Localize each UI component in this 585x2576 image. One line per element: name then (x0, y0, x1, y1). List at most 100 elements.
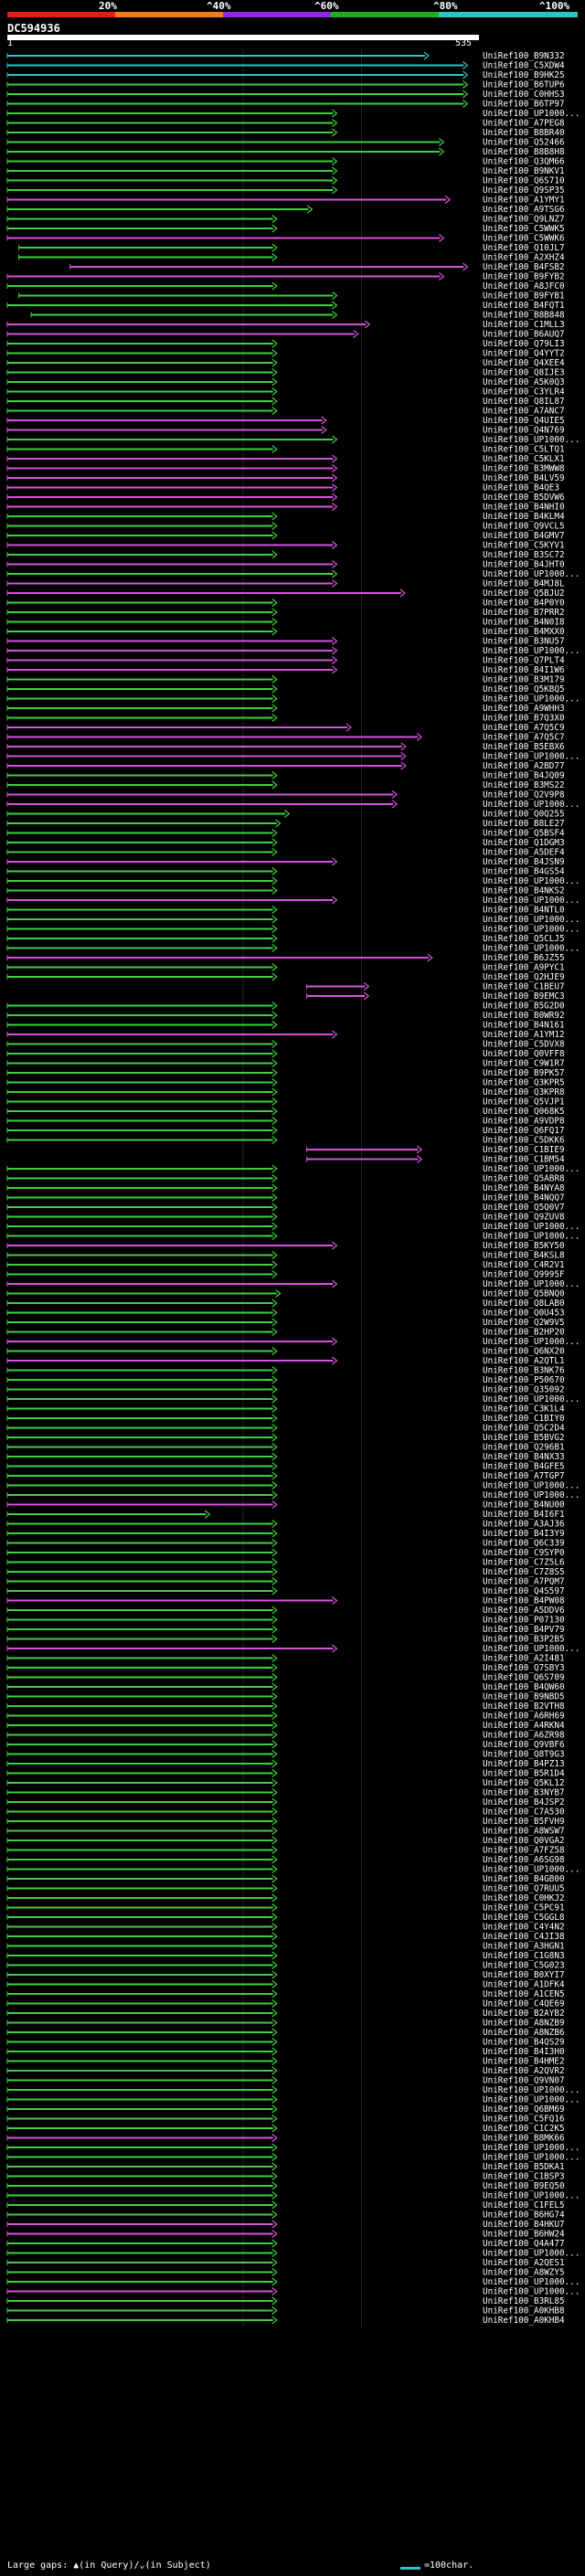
hit-row[interactable]: UniRef100_Q5BJU2 (6, 588, 565, 599)
hit-label[interactable]: UniRef100_B4I3Y9 (483, 1529, 565, 1539)
hit-label[interactable]: UniRef100_Q9VBF6 (483, 1740, 565, 1750)
hit-row[interactable]: UniRef100_B4NU00 (6, 1500, 565, 1511)
hit-label[interactable]: UniRef100_Q1DGM3 (483, 838, 565, 848)
hit-label[interactable]: UniRef100_B4GS54 (483, 867, 565, 877)
hit-row[interactable]: UniRef100_A2BD77 (6, 761, 565, 771)
hit-label[interactable]: UniRef100_B4GFE5 (483, 1462, 565, 1472)
hit-row[interactable]: UniRef100_A3AJ36 (6, 1520, 565, 1530)
hit-row[interactable]: UniRef100_B5KY50 (6, 1241, 565, 1251)
hit-row[interactable]: UniRef100_UP1000... (6, 2085, 580, 2095)
hit-label[interactable]: UniRef100_A8NZB6 (483, 2028, 565, 2038)
hit-label[interactable]: UniRef100_C9SYP0 (483, 1548, 565, 1558)
hit-row[interactable]: UniRef100_C1BSP3 (6, 2172, 565, 2182)
hit-label[interactable]: UniRef100_B6JZ55 (483, 953, 565, 963)
hit-label[interactable]: UniRef100_C5GGL8 (483, 1913, 565, 1923)
hit-label[interactable]: UniRef100_B4JQ09 (483, 771, 565, 781)
hit-row[interactable]: UniRef100_B9N332 (6, 51, 565, 61)
hit-row[interactable]: UniRef100_B3RL85 (6, 2296, 565, 2306)
hit-row[interactable]: UniRef100_UP1000... (6, 1865, 580, 1875)
hit-row[interactable]: UniRef100_B0XYI7 (6, 1970, 565, 1980)
hit-label[interactable]: UniRef100_Q35092 (483, 1385, 565, 1395)
hit-row[interactable]: UniRef100_Q3QM66 (6, 157, 565, 167)
hit-label[interactable]: UniRef100_C5DVX8 (483, 1040, 565, 1050)
hit-label[interactable]: UniRef100_A2QTL1 (483, 1356, 565, 1366)
hit-row[interactable]: UniRef100_C4Y4N2 (6, 1923, 565, 1933)
hit-row[interactable]: UniRef100_A5DDV6 (6, 1606, 565, 1616)
hit-row[interactable]: UniRef100_UP1000... (6, 2277, 580, 2287)
hit-label[interactable]: UniRef100_UP1000... (483, 1232, 580, 1242)
hit-label[interactable]: UniRef100_C5KYV1 (483, 541, 565, 551)
hit-row[interactable]: UniRef100_Q5C2D4 (6, 1424, 565, 1434)
hit-label[interactable]: UniRef100_UP1000... (483, 876, 580, 886)
hit-row[interactable]: UniRef100_C5DVX8 (6, 1040, 565, 1050)
hit-row[interactable]: UniRef100_Q8IL87 (6, 397, 565, 407)
hit-row[interactable]: UniRef100_B8BR40 (6, 128, 565, 138)
hit-label[interactable]: UniRef100_C5DKK6 (483, 1136, 565, 1146)
hit-row[interactable]: UniRef100_UP1000... (6, 1490, 580, 1500)
hit-label[interactable]: UniRef100_B3P2B5 (483, 1635, 565, 1645)
hit-label[interactable]: UniRef100_B5G2D0 (483, 1002, 565, 1012)
hit-label[interactable]: UniRef100_B5BVG2 (483, 1433, 565, 1443)
hit-row[interactable]: UniRef100_B3SC72 (6, 550, 565, 560)
hit-label[interactable]: UniRef100_UP1000... (483, 752, 580, 762)
hit-label[interactable]: UniRef100_Q6C339 (483, 1539, 565, 1549)
hit-label[interactable]: UniRef100_B4NTL0 (483, 906, 565, 916)
hit-row[interactable]: UniRef100_B8B848 (30, 311, 565, 321)
hit-row[interactable]: UniRef100_Q5ABR8 (6, 1174, 565, 1184)
hit-row[interactable]: UniRef100_C5GGL8 (6, 1913, 565, 1923)
hit-label[interactable]: UniRef100_A3HGN1 (483, 1942, 565, 1952)
hit-row[interactable]: UniRef100_B9FYB2 (6, 272, 565, 282)
hit-row[interactable]: UniRef100_A5DEF4 (6, 848, 565, 858)
hit-label[interactable]: UniRef100_A0KHB4 (483, 2316, 565, 2326)
hit-label[interactable]: UniRef100_A5DDV6 (483, 1606, 565, 1616)
hit-label[interactable]: UniRef100_UP1000... (483, 2153, 580, 2163)
hit-label[interactable]: UniRef100_B4NHI0 (483, 503, 565, 513)
hit-row[interactable]: UniRef100_B4GFE5 (6, 1462, 565, 1472)
hit-row[interactable]: UniRef100_B4NHI0 (6, 503, 565, 513)
hit-row[interactable]: UniRef100_A1CEN5 (6, 1989, 565, 1999)
hit-row[interactable]: UniRef100_UP1000... (6, 1222, 580, 1232)
hit-row[interactable]: UniRef100_Q35092 (6, 1385, 565, 1395)
hit-label[interactable]: UniRef100_B4PZ13 (483, 1759, 565, 1769)
hit-label[interactable]: UniRef100_A1CEN5 (483, 1989, 565, 1999)
hit-row[interactable]: UniRef100_A1YM12 (6, 1030, 565, 1040)
hit-label[interactable]: UniRef100_C9W1R7 (483, 1059, 565, 1069)
hit-row[interactable]: UniRef100_B9HK25 (6, 70, 565, 80)
hit-label[interactable]: UniRef100_Q3KPR5 (483, 1078, 565, 1088)
hit-label[interactable]: UniRef100_B5KY50 (483, 1241, 565, 1251)
hit-row[interactable]: UniRef100_UP1000... (6, 925, 580, 935)
hit-row[interactable]: UniRef100_B4PZ13 (6, 1759, 565, 1769)
hit-row[interactable]: UniRef100_B4NKS2 (6, 886, 565, 896)
hit-row[interactable]: UniRef100_B4QS29 (6, 2038, 565, 2048)
hit-label[interactable]: UniRef100_A8JFC0 (483, 281, 565, 292)
hit-label[interactable]: UniRef100_A2XHZ4 (483, 253, 565, 263)
hit-row[interactable]: UniRef100_A4RKN4 (6, 1721, 565, 1731)
hit-row[interactable]: UniRef100_Q0VGA2 (6, 1836, 565, 1846)
hit-row[interactable]: UniRef100_UP1000... (6, 1164, 580, 1174)
hit-row[interactable]: UniRef100_C1BIY0 (6, 1414, 565, 1424)
hit-row[interactable]: UniRef100_C1G8N3 (6, 1951, 565, 1961)
hit-label[interactable]: UniRef100_Q8LAB0 (483, 1299, 565, 1309)
hit-label[interactable]: UniRef100_B4GMV7 (483, 531, 565, 541)
hit-row[interactable]: UniRef100_Q7SBY3 (6, 1663, 565, 1673)
hit-label[interactable]: UniRef100_A6SG98 (483, 1855, 565, 1865)
hit-label[interactable]: UniRef100_Q2W9V5 (483, 1318, 565, 1328)
hit-label[interactable]: UniRef100_B4JSN9 (483, 857, 565, 867)
hit-label[interactable]: UniRef100_B4JSP2 (483, 1797, 565, 1807)
hit-label[interactable]: UniRef100_Q4S597 (483, 1586, 565, 1596)
hit-row[interactable]: UniRef100_Q8IJE3 (6, 368, 565, 378)
hit-row[interactable]: UniRef100_Q4S597 (6, 1586, 565, 1596)
hit-label[interactable]: UniRef100_B4NX33 (483, 1452, 565, 1462)
hit-label[interactable]: UniRef100_B8BR40 (483, 128, 565, 138)
hit-row[interactable]: UniRef100_A2XHZ4 (18, 253, 565, 263)
hit-label[interactable]: UniRef100_UP1000... (483, 915, 580, 925)
hit-row[interactable]: UniRef100_UP1000... (6, 435, 580, 445)
hit-row[interactable]: UniRef100_A0KHB8 (6, 2306, 565, 2316)
hit-label[interactable]: UniRef100_A7ANC7 (483, 407, 565, 417)
hit-label[interactable]: UniRef100_B4LV59 (483, 473, 565, 483)
hit-row[interactable]: UniRef100_B4JSP2 (6, 1797, 565, 1807)
hit-label[interactable]: UniRef100_Q296B1 (483, 1443, 565, 1453)
hit-label[interactable]: UniRef100_Q7PLT4 (483, 656, 565, 666)
hit-row[interactable]: UniRef100_B5G2D0 (6, 1002, 565, 1012)
hit-label[interactable]: UniRef100_B4HKU7 (483, 2220, 565, 2230)
